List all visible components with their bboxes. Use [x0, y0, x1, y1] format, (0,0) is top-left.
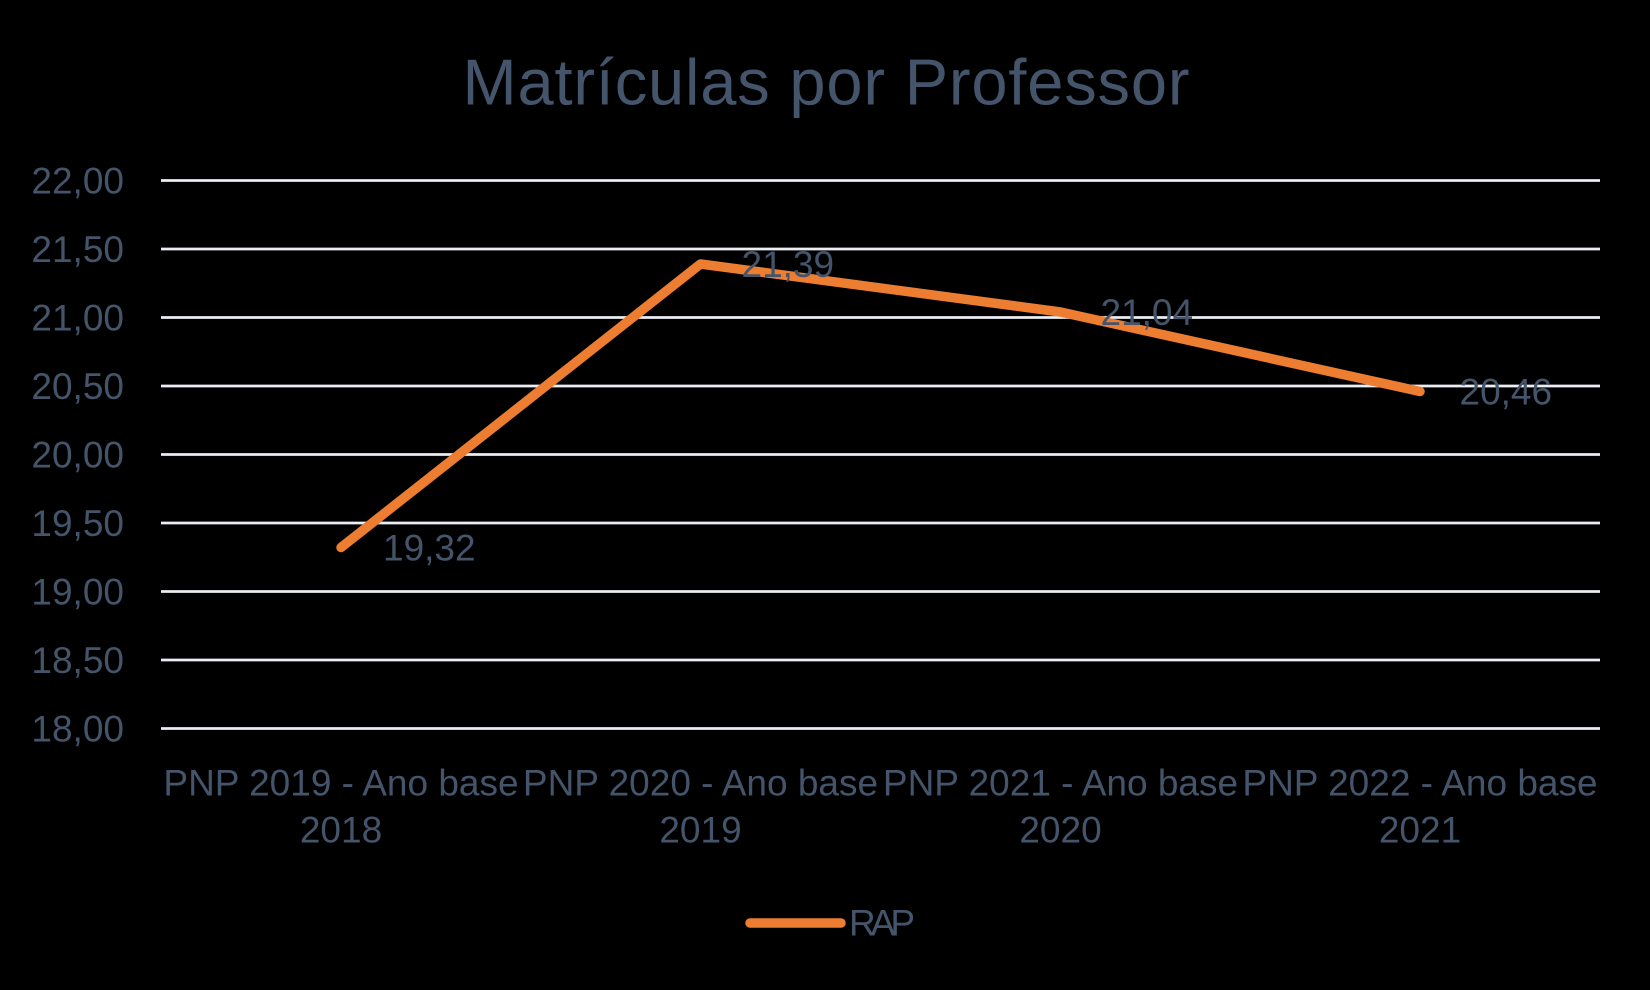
svg-text:19,00: 19,00	[31, 572, 124, 613]
svg-text:2020: 2020	[1019, 810, 1101, 851]
svg-text:19,50: 19,50	[31, 503, 124, 544]
svg-text:PNP 2020 - Ano base: PNP 2020 - Ano base	[523, 763, 878, 804]
svg-text:PNP 2019 - Ano base: PNP 2019 - Ano base	[163, 763, 518, 804]
svg-text:20,50: 20,50	[31, 366, 124, 407]
svg-text:18,50: 18,50	[31, 640, 124, 681]
svg-text:PNP 2022 - Ano base: PNP 2022 - Ano base	[1242, 763, 1597, 804]
svg-text:22,00: 22,00	[31, 161, 124, 202]
svg-text:PNP 2021 - Ano base: PNP 2021 - Ano base	[883, 763, 1238, 804]
svg-text:2019: 2019	[659, 810, 741, 851]
svg-text:Matrículas por Professor: Matrículas por Professor	[463, 46, 1190, 119]
svg-text:21,39: 21,39	[742, 244, 835, 285]
svg-text:RAP: RAP	[849, 903, 915, 944]
svg-text:20,46: 20,46	[1460, 372, 1553, 413]
svg-text:20,00: 20,00	[31, 435, 124, 476]
svg-text:21,04: 21,04	[1101, 292, 1194, 333]
svg-text:2018: 2018	[300, 810, 382, 851]
svg-text:21,50: 21,50	[31, 229, 124, 270]
svg-text:18,00: 18,00	[31, 709, 124, 750]
svg-text:21,00: 21,00	[31, 298, 124, 339]
svg-text:19,32: 19,32	[383, 528, 476, 569]
svg-text:2021: 2021	[1379, 810, 1461, 851]
